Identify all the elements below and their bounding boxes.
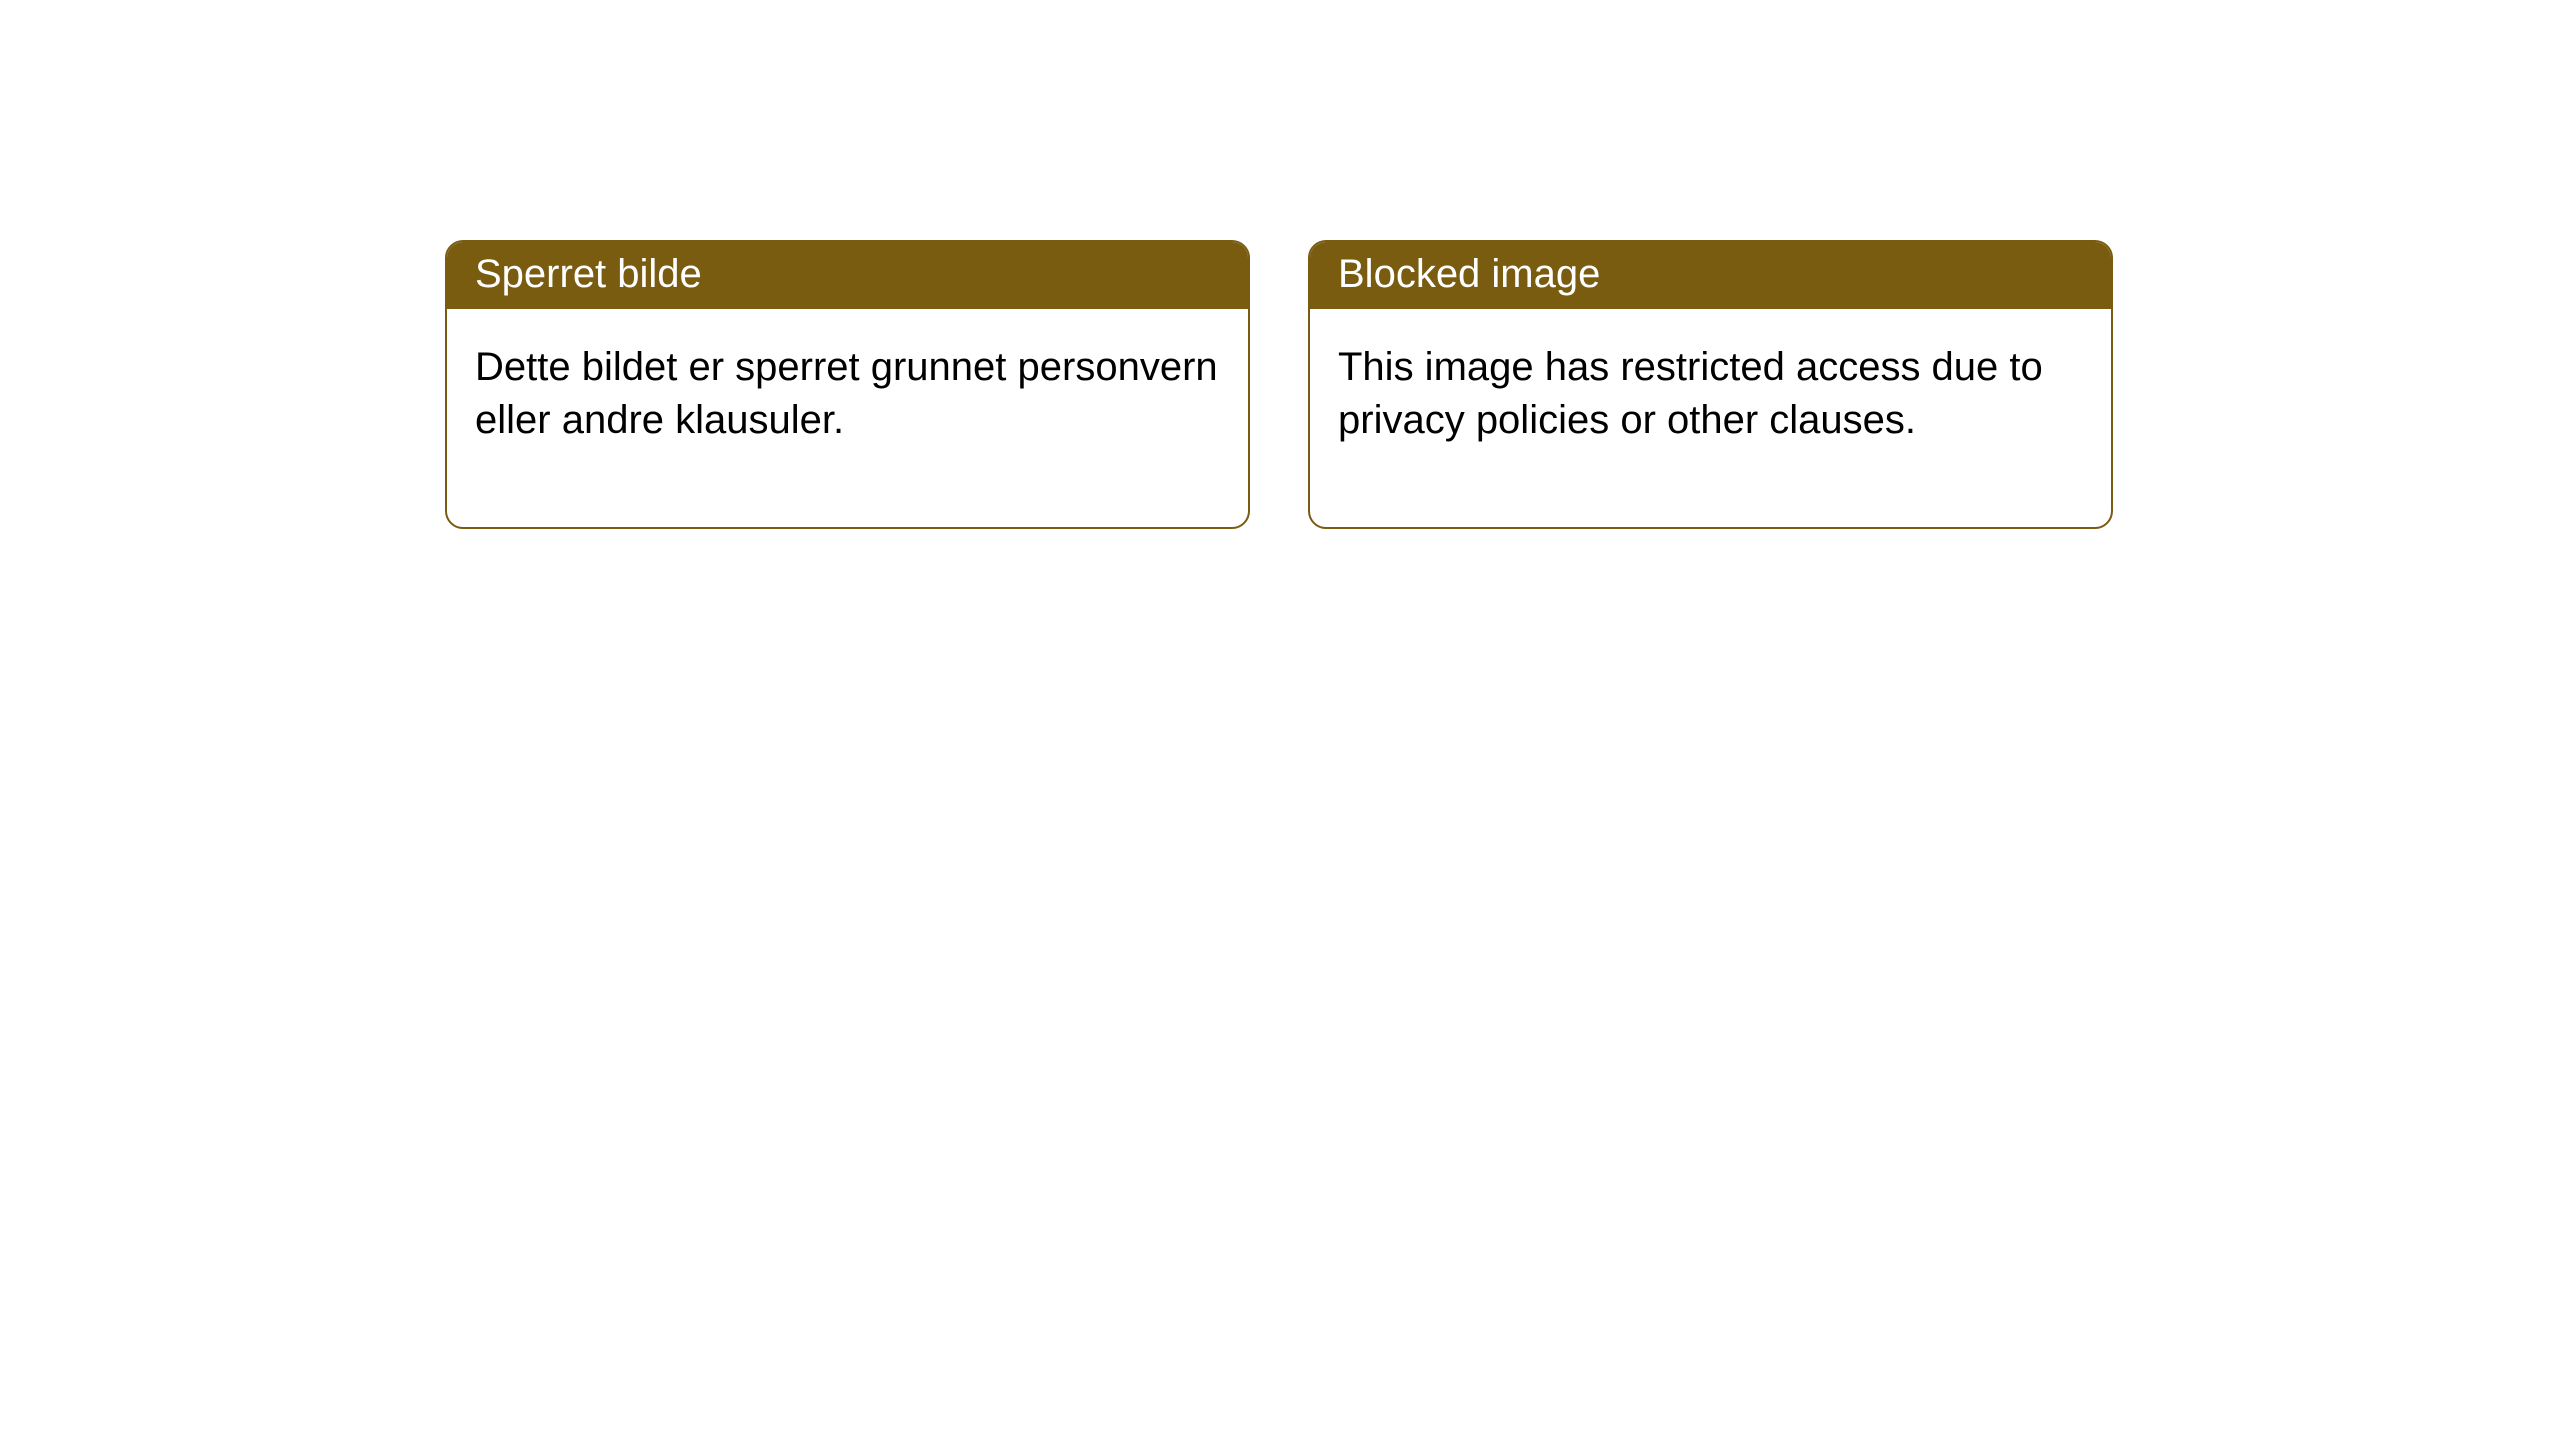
notice-title-no: Sperret bilde <box>447 242 1248 309</box>
notice-body-en: This image has restricted access due to … <box>1310 309 2111 527</box>
notice-title-en: Blocked image <box>1310 242 2111 309</box>
notice-container: Sperret bilde Dette bildet er sperret gr… <box>445 240 2113 529</box>
notice-body-no: Dette bildet er sperret grunnet personve… <box>447 309 1248 527</box>
notice-card-no: Sperret bilde Dette bildet er sperret gr… <box>445 240 1250 529</box>
notice-card-en: Blocked image This image has restricted … <box>1308 240 2113 529</box>
